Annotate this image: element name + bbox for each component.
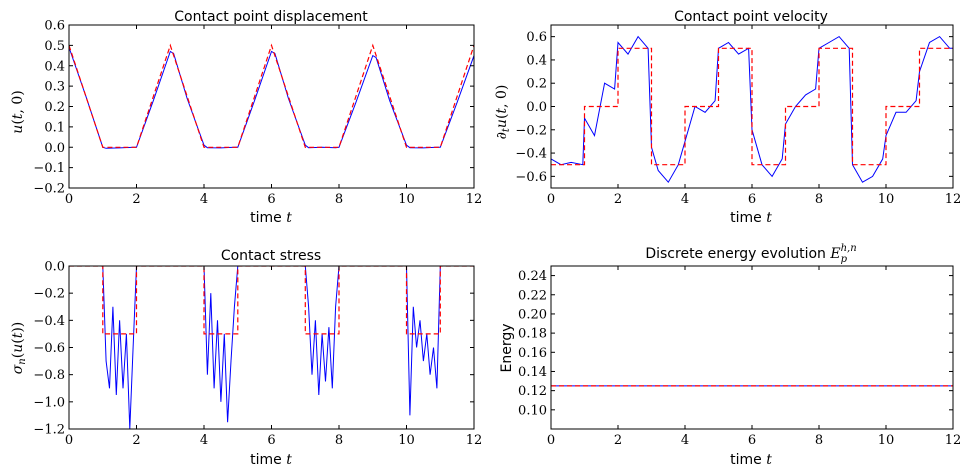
x-axis-label: time t — [250, 210, 292, 226]
y-tick-label: 0.0 — [44, 260, 65, 275]
y-tick-label: −0.2 — [33, 182, 65, 197]
x-tick-label: 8 — [335, 433, 343, 448]
x-tick-label: 6 — [748, 192, 756, 207]
y-tick-label: 0.4 — [526, 53, 547, 68]
panel-energy-evolution: Discrete energy evolution Eh,n p time t E… — [499, 243, 961, 468]
plot-frame — [68, 24, 475, 189]
x-tick-label: 10 — [878, 433, 895, 448]
x-tick-label: 4 — [200, 433, 208, 448]
chart-title: Contact point velocity — [674, 9, 828, 25]
y-axis-label: σn(u(t)) — [10, 322, 28, 375]
y-tick-label: 0.22 — [518, 288, 547, 303]
y-tick-label: 0.18 — [518, 327, 547, 342]
y-tick-label: −0.4 — [515, 147, 547, 162]
x-axis-label-var: t — [286, 210, 292, 226]
x-tick-label: 10 — [878, 192, 895, 207]
y-tick-label: 0.2 — [526, 77, 547, 92]
x-tick-label: 4 — [200, 192, 208, 207]
y-tick-label: 0.24 — [518, 269, 547, 284]
x-tick-label: 0 — [547, 192, 555, 207]
y-tick-label: 0.6 — [44, 19, 65, 34]
y-tick-label: −0.4 — [33, 314, 65, 329]
chart-title: Contact point displacement — [174, 9, 368, 25]
y-tick-label: −1.0 — [33, 395, 65, 410]
y-tick-label: 0.4 — [44, 59, 65, 74]
x-tick-label: 8 — [335, 192, 343, 207]
x-tick-label: 4 — [681, 192, 689, 207]
numerical-series-line — [69, 266, 474, 429]
x-tick-label: 10 — [398, 192, 415, 207]
numerical-series-line — [69, 47, 474, 149]
x-tick-label: 2 — [614, 433, 622, 448]
y-tick-label: 0.1 — [44, 120, 65, 135]
chart-title-text: Discrete energy evolution — [645, 246, 826, 262]
x-axis-label-text: time — [250, 210, 286, 226]
y-tick-label: −0.6 — [515, 170, 547, 185]
y-tick-label: 0.14 — [518, 365, 547, 380]
x-axis-label: time t — [730, 210, 772, 226]
panel-contact-velocity: Contact point velocity time t ∂tu(t, 0) … — [494, 9, 961, 226]
x-tick-label: 6 — [748, 433, 756, 448]
x-tick-label: 12 — [466, 192, 483, 207]
reference-series-line — [69, 43, 474, 148]
panel-contact-stress: Contact stress time t σn(u(t)) 0 2 4 6 8 10 12… — [10, 248, 482, 468]
x-tick-label: 0 — [547, 433, 555, 448]
x-tick-label: 0 — [65, 433, 73, 448]
panel-contact-displacement: Contact point displacement time t u(t, 0… — [10, 9, 482, 226]
series-group — [551, 35, 953, 184]
x-axis-label: time t — [250, 452, 292, 468]
series-group — [69, 43, 474, 149]
x-tick-label: 4 — [681, 433, 689, 448]
x-tick-label: 2 — [132, 433, 140, 448]
y-tick-label: −0.2 — [33, 287, 65, 302]
y-tick-label: 0.16 — [518, 346, 547, 361]
x-tick-label: 12 — [945, 433, 962, 448]
y-tick-label: −0.1 — [33, 161, 65, 176]
numerical-series-line — [551, 35, 953, 184]
x-tick-label: 6 — [267, 192, 275, 207]
y-axis-label: Energy — [499, 323, 515, 372]
chart-title: Discrete energy evolution Eh,n p — [645, 243, 856, 265]
y-tick-label: −0.2 — [515, 123, 547, 138]
series-group — [69, 266, 474, 429]
x-tick-label: 0 — [65, 192, 73, 207]
chart-title-math: E — [829, 246, 840, 262]
chart-title: Contact stress — [221, 248, 321, 264]
y-tick-label: 0.6 — [526, 30, 547, 45]
y-tick-label: 0.12 — [518, 384, 547, 399]
plot-frame — [68, 265, 475, 430]
x-axis-label: time t — [730, 452, 772, 468]
x-tick-label: 2 — [614, 192, 622, 207]
y-axis-label-var: u — [10, 125, 26, 134]
reference-series-line — [551, 47, 953, 166]
y-tick-label: −0.8 — [33, 368, 65, 383]
y-tick-label: 0.5 — [44, 39, 65, 54]
y-tick-label: 0.3 — [44, 80, 65, 95]
reference-series-line — [69, 266, 474, 335]
y-axis-label-args: ( — [10, 119, 26, 124]
x-tick-label: 12 — [945, 192, 962, 207]
plot-frame — [550, 265, 954, 430]
x-tick-label: 8 — [815, 433, 823, 448]
y-tick-label: 0.2 — [44, 100, 65, 115]
y-tick-label: 0.10 — [518, 403, 547, 418]
y-axis-label: ∂tu(t, 0) — [494, 85, 512, 140]
y-axis-label: u(t, 0) — [10, 90, 26, 133]
y-tick-label: 0.0 — [526, 100, 547, 115]
y-tick-label: 0.20 — [518, 307, 547, 322]
y-tick-label: 0.0 — [44, 141, 65, 156]
x-tick-label: 8 — [815, 192, 823, 207]
x-tick-label: 6 — [267, 433, 275, 448]
y-tick-label: −0.6 — [33, 341, 65, 356]
y-tick-label: −1.2 — [33, 423, 65, 438]
x-tick-label: 12 — [466, 433, 483, 448]
x-tick-label: 10 — [398, 433, 415, 448]
x-tick-label: 2 — [132, 192, 140, 207]
